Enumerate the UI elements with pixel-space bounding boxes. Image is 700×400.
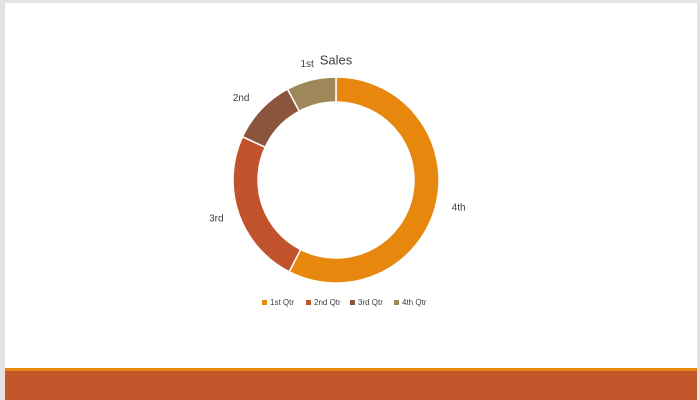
doughnut-segment <box>288 76 440 284</box>
legend-label: 4th Qtr <box>402 298 427 307</box>
legend-swatch <box>350 300 355 305</box>
footer-accent <box>5 368 697 371</box>
footer-band <box>5 371 697 400</box>
doughnut-segment <box>232 135 302 273</box>
doughnut-segment <box>241 88 301 149</box>
legend-label: 3rd Qtr <box>358 298 383 307</box>
legend-swatch <box>394 300 399 305</box>
legend-swatch <box>306 300 311 305</box>
slide <box>5 3 697 400</box>
data-label: 2nd <box>233 93 250 104</box>
legend-label: 1st Qtr <box>270 298 294 307</box>
data-label: 4th <box>452 202 466 213</box>
legend-label: 2nd Qtr <box>314 298 341 307</box>
doughnut-segment <box>286 76 337 113</box>
data-label: 3rd <box>209 214 223 225</box>
legend-swatch <box>262 300 267 305</box>
chart-title: Sales <box>320 52 353 67</box>
data-label: 1st <box>300 59 314 70</box>
